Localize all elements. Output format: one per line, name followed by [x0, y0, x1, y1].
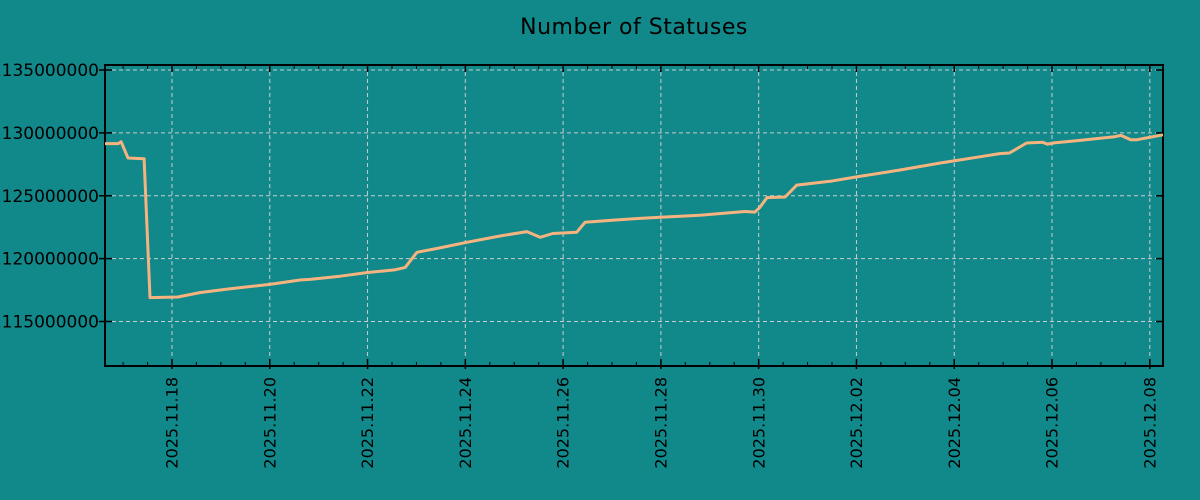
x-tick-label: 2025.11.20 [260, 377, 279, 469]
y-tick-label: 1135000000 [0, 61, 99, 81]
x-tick-label: 2025.11.30 [749, 377, 768, 469]
y-tick-label: 1125000000 [0, 187, 99, 207]
x-tick-label: 2025.11.28 [651, 377, 670, 469]
chart-title: Number of Statuses [520, 15, 748, 40]
x-tick-label: 2025.12.06 [1043, 377, 1062, 469]
y-tick-label: 1120000000 [0, 250, 99, 270]
x-tick-label: 2025.12.04 [945, 377, 964, 469]
y-tick-label: 1130000000 [0, 124, 99, 144]
x-tick-label: 2025.11.22 [358, 377, 377, 469]
plot-border [104, 64, 1164, 367]
y-tick-label: 1115000000 [0, 312, 99, 332]
x-tick-label: 2025.12.02 [847, 377, 866, 469]
series-line [105, 133, 1164, 300]
x-tick-label: 2025.11.24 [456, 377, 475, 469]
x-tick-label: 2025.11.26 [554, 377, 573, 469]
x-tick-label: 2025.12.08 [1140, 377, 1159, 469]
x-tick-label: 2025.11.18 [163, 377, 182, 469]
